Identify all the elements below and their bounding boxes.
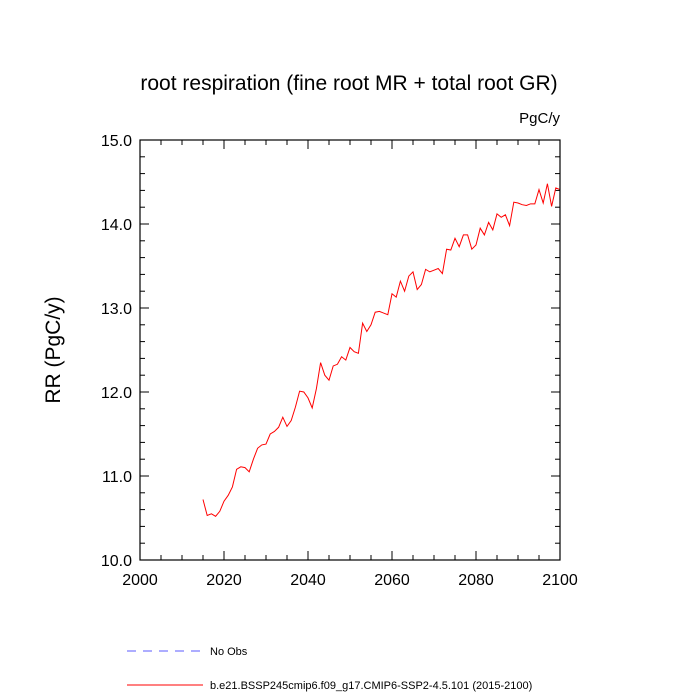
- units-label: PgC/y: [519, 110, 560, 127]
- y-tick-label: 11.0: [102, 469, 132, 486]
- y-tick-label: 15.0: [101, 133, 132, 150]
- series-group: [202, 183, 561, 517]
- x-tick-label: 2060: [374, 572, 410, 589]
- x-tick-label: 2000: [122, 572, 158, 589]
- x-tick-label: 2100: [542, 572, 578, 589]
- y-axis-label: RR (PgC/y): [42, 296, 65, 403]
- axis-ticks: 2000 2020 2040 2060 2080 2100 10.0 11.0 12.0 13.0…: [101, 133, 578, 589]
- y-tick-label: 12.0: [101, 385, 132, 402]
- plot-frame: [139, 139, 561, 561]
- y-tick-label: 10.0: [101, 553, 132, 570]
- x-tick-label: 2080: [458, 572, 494, 589]
- legend-label-1: b.e21.BSSP245cmip6.f09_g17.CMIP6-SSP2-4.…: [210, 680, 532, 692]
- legend-label-0: No Obs: [210, 646, 248, 658]
- y-tick-label: 14.0: [101, 217, 132, 234]
- x-tick-label: 2040: [290, 572, 326, 589]
- series-line-1: [202, 183, 561, 517]
- y-tick-label: 13.0: [101, 301, 132, 318]
- x-tick-label: 2020: [206, 572, 242, 589]
- legend: No Obs b.e21.BSSP245cmip6.f09_g17.CMIP6-S…: [127, 646, 532, 692]
- chart-title: root respiration (fine root MR + total r…: [140, 72, 557, 95]
